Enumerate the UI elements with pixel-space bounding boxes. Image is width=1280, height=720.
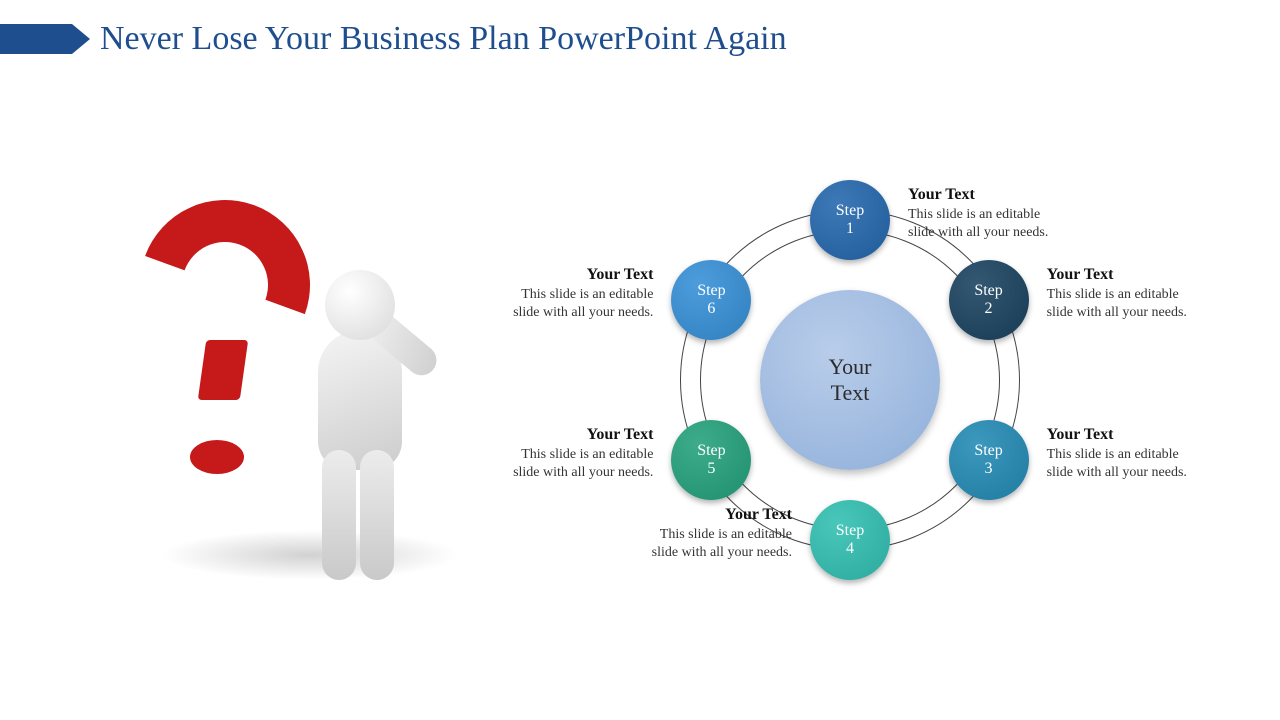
step-label-1: Your Text This slide is an editable slide… [908, 186, 1058, 241]
cycle-diagram: YourText Step1 Your Text This slide is an e… [540, 130, 1240, 690]
step-node-2: Step2 [949, 260, 1029, 340]
step-label-heading: Your Text [642, 506, 792, 524]
step-label-body: This slide is an editable slide with all… [503, 446, 653, 481]
step-node-4: Step4 [810, 500, 890, 580]
step-label-5: Your Text This slide is an editable slide… [503, 426, 653, 481]
center-circle: YourText [760, 290, 940, 470]
step-label-body: This slide is an editable slide with all… [1047, 446, 1197, 481]
step-label-heading: Your Text [503, 426, 653, 444]
page-title: Never Lose Your Business Plan PowerPoint… [100, 20, 787, 58]
step-label-2: Your Text This slide is an editable slide… [1047, 266, 1197, 321]
step-label-body: This slide is an editable slide with all… [1047, 286, 1197, 321]
title-bar: Never Lose Your Business Plan PowerPoint… [0, 20, 787, 58]
step-label-6: Your Text This slide is an editable slide… [503, 266, 653, 321]
step-label-4: Your Text This slide is an editable slide… [642, 506, 792, 561]
step-label-heading: Your Text [503, 266, 653, 284]
step-node-1: Step1 [810, 180, 890, 260]
step-label-heading: Your Text [908, 186, 1058, 204]
step-node-6: Step6 [671, 260, 751, 340]
question-illustration [120, 200, 480, 600]
step-label-body: This slide is an editable slide with all… [503, 286, 653, 321]
step-label-heading: Your Text [1047, 426, 1197, 444]
step-label-3: Your Text This slide is an editable slide… [1047, 426, 1197, 481]
step-node-5: Step5 [671, 420, 751, 500]
title-arrow-icon [0, 24, 90, 54]
step-label-heading: Your Text [1047, 266, 1197, 284]
step-label-body: This slide is an editable slide with all… [642, 526, 792, 561]
step-label-body: This slide is an editable slide with all… [908, 206, 1058, 241]
thinking-person-icon [280, 270, 440, 590]
step-node-3: Step3 [949, 420, 1029, 500]
